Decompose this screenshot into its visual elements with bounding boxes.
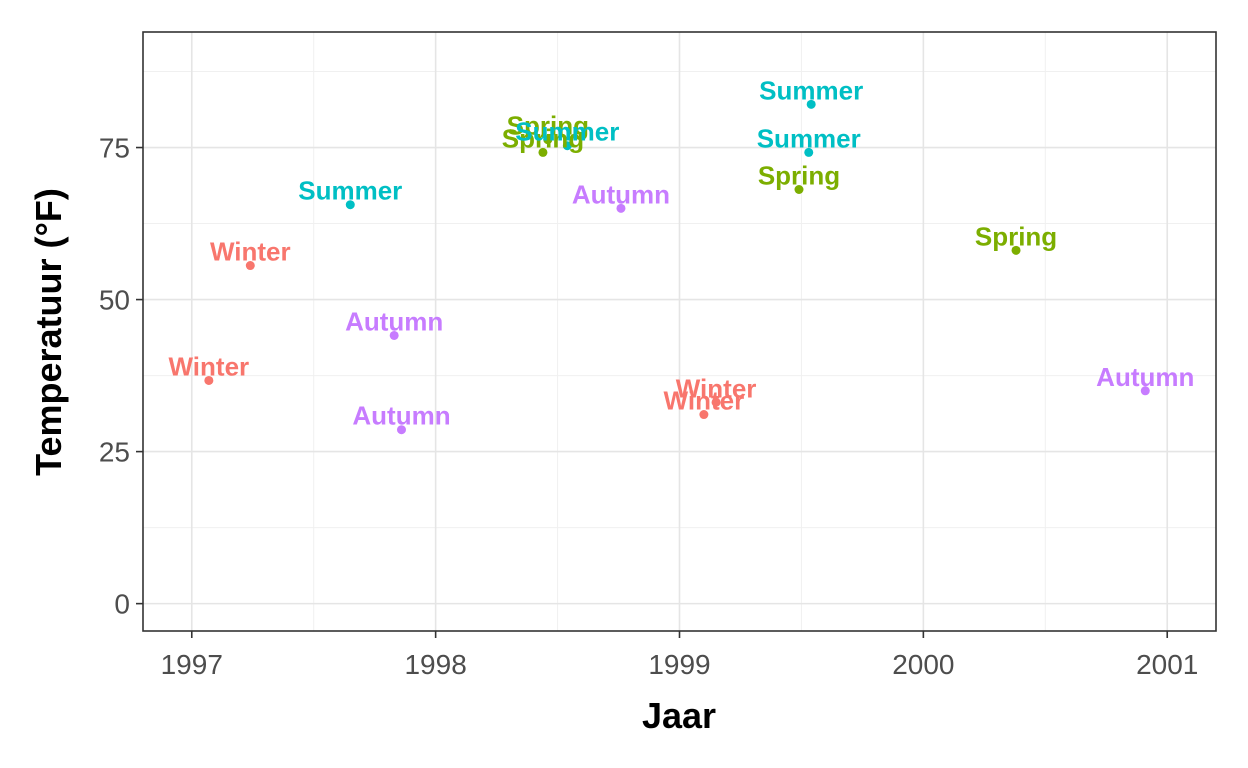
x-tick-label: 1997 bbox=[161, 649, 223, 680]
y-tick-label: 75 bbox=[99, 133, 130, 164]
data-label-summer: Summer bbox=[757, 123, 861, 153]
x-axis-ticks: 1997 1998 1999 2000 2001 bbox=[161, 631, 1198, 680]
data-label-winter: Winter bbox=[210, 237, 291, 267]
grid-major bbox=[143, 32, 1216, 631]
x-tick-label: 1998 bbox=[404, 649, 466, 680]
data-label-summer: Summer bbox=[515, 117, 619, 147]
y-tick-label: 25 bbox=[99, 437, 130, 468]
data-point-spring bbox=[794, 185, 804, 195]
y-tick-label: 50 bbox=[99, 285, 130, 316]
data-label-spring: Spring bbox=[502, 123, 584, 153]
data-label-winter: Winter bbox=[664, 386, 745, 416]
data-point-spring bbox=[543, 135, 553, 145]
data-label-summer: Summer bbox=[298, 176, 402, 206]
data-point-winter bbox=[245, 261, 255, 271]
data-point-winter bbox=[699, 410, 709, 420]
data-label-summer: Summer bbox=[759, 75, 863, 105]
data-label-spring: Spring bbox=[975, 221, 1057, 251]
data-point-spring bbox=[538, 147, 548, 157]
data-point-summer bbox=[345, 200, 355, 210]
x-tick-label: 2000 bbox=[892, 649, 954, 680]
data-points bbox=[204, 99, 1150, 435]
data-label-autumn: Autumn bbox=[352, 401, 450, 431]
y-axis-ticks: 0 25 50 75 bbox=[99, 133, 143, 620]
data-point-winter bbox=[711, 397, 721, 407]
x-axis-title: Jaar bbox=[642, 695, 716, 736]
data-point-autumn bbox=[616, 203, 626, 213]
data-label-spring: Spring bbox=[758, 161, 840, 191]
data-point-winter bbox=[204, 375, 214, 385]
data-point-summer bbox=[804, 147, 814, 157]
y-axis-title: Temperatuur (°F) bbox=[28, 188, 69, 476]
data-point-autumn bbox=[396, 425, 406, 435]
data-point-labels: WinterWinterSummerAutumnAutumnSpringSpri… bbox=[169, 75, 1195, 430]
data-label-autumn: Autumn bbox=[572, 179, 670, 209]
data-point-summer bbox=[562, 141, 572, 151]
data-point-summer bbox=[806, 99, 816, 109]
y-tick-label: 0 bbox=[114, 589, 130, 620]
data-label-autumn: Autumn bbox=[345, 306, 443, 336]
data-label-spring: Spring bbox=[507, 111, 589, 141]
data-point-autumn bbox=[389, 330, 399, 340]
data-label-winter: Winter bbox=[676, 373, 757, 403]
data-point-spring bbox=[1011, 245, 1021, 255]
data-label-winter: Winter bbox=[169, 351, 250, 381]
x-tick-label: 1999 bbox=[648, 649, 710, 680]
data-point-autumn bbox=[1140, 386, 1150, 396]
data-label-autumn: Autumn bbox=[1096, 362, 1194, 392]
x-tick-label: 2001 bbox=[1136, 649, 1198, 680]
